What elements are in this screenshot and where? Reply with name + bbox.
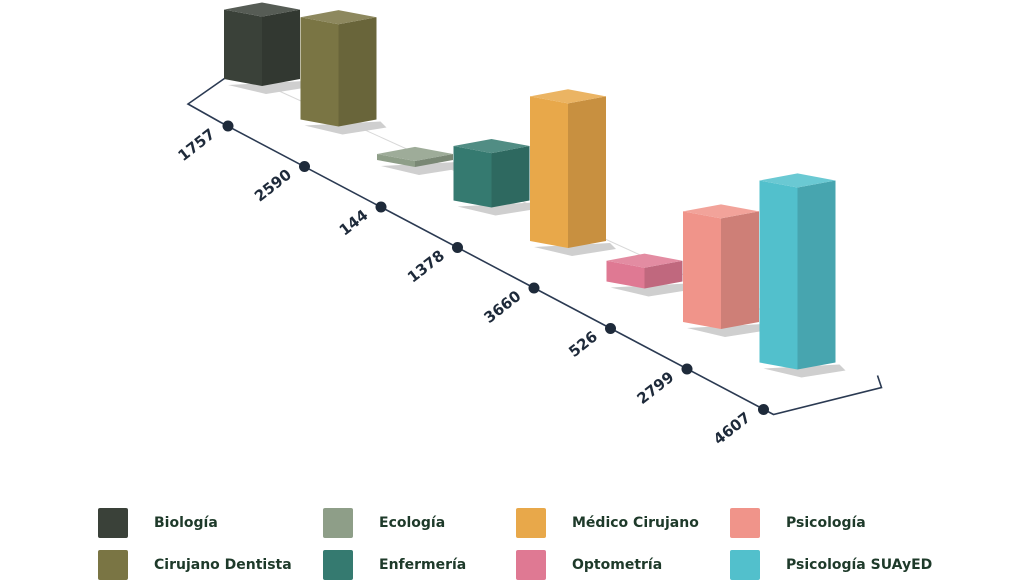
legend-swatch-enfermeria bbox=[323, 550, 353, 580]
legend-swatch-ecologia bbox=[323, 508, 353, 538]
value-label: 2799 bbox=[633, 368, 677, 408]
axis-tick-dot bbox=[605, 323, 616, 334]
legend-item-ecologia: Ecología bbox=[323, 506, 445, 540]
legend-item-enfermeria: Enfermería bbox=[323, 548, 466, 582]
value-label: 3660 bbox=[480, 287, 524, 327]
legend-label-cirujano-dentista: Cirujano Dentista bbox=[154, 557, 292, 573]
legend-item-biologia: Biología bbox=[98, 506, 218, 540]
legend-label-medico-cirujano: Médico Cirujano bbox=[572, 515, 699, 531]
legend-swatch-psicologia-suayed bbox=[730, 550, 760, 580]
legend-item-optometria: Optometría bbox=[516, 548, 662, 582]
bar-enfermer-a bbox=[453, 139, 540, 216]
chart-bars bbox=[224, 2, 846, 378]
legend-item-cirujano-dentista: Cirujano Dentista bbox=[98, 548, 292, 582]
legend-label-psicologia-suayed: Psicología SUAyED bbox=[786, 557, 933, 573]
legend-item-medico-cirujano: Médico Cirujano bbox=[516, 506, 699, 540]
axis-tick-dot bbox=[681, 363, 693, 375]
legend-label-enfermeria: Enfermería bbox=[379, 557, 467, 573]
legend-label-biologia: Biología bbox=[154, 515, 218, 531]
axis-tick-dot bbox=[452, 242, 463, 253]
bar-cirujano-dentista bbox=[300, 10, 387, 135]
axis-tick-dot bbox=[375, 201, 387, 213]
bar-m-dico-cirujano bbox=[530, 89, 616, 256]
bar-ecolog-a bbox=[377, 146, 463, 175]
value-label: 1757 bbox=[174, 125, 218, 165]
legend-label-psicologia: Psicología bbox=[786, 515, 866, 531]
value-label: 2590 bbox=[251, 165, 295, 205]
value-label: 1378 bbox=[404, 246, 448, 286]
legend-label-optometria: Optometría bbox=[572, 557, 663, 573]
axis-tick-dot bbox=[528, 282, 540, 294]
legend-label-ecologia: Ecología bbox=[379, 515, 446, 531]
legend-swatch-cirujano-dentista bbox=[98, 550, 128, 580]
legend-item-psicologia: Psicología bbox=[730, 506, 866, 540]
bar-psicolog-a bbox=[683, 204, 769, 337]
bar-optometr-a bbox=[606, 253, 693, 297]
bar-biolog-a bbox=[224, 2, 310, 94]
legend-item-psicologia-suayed: Psicología SUAyED bbox=[730, 548, 932, 582]
legend-swatch-psicologia bbox=[730, 508, 760, 538]
value-label: 4607 bbox=[710, 408, 754, 448]
legend-swatch-optometria bbox=[516, 550, 546, 580]
legend-swatch-medico-cirujano bbox=[516, 508, 546, 538]
bar-psicolog-a-suayed bbox=[759, 173, 846, 378]
axis-tick-dot bbox=[758, 404, 769, 415]
value-label: 526 bbox=[565, 327, 601, 360]
chart-legend: Biología Cirujano Dentista Ecología Enfe… bbox=[0, 500, 1024, 588]
axis-tick-dot bbox=[299, 161, 310, 172]
legend-swatch-biologia bbox=[98, 508, 128, 538]
value-label: 144 bbox=[336, 206, 372, 239]
axis-tick-dot bbox=[222, 120, 234, 132]
isometric-bar-chart: 1757 2590 144 1378 3660 526 2799 4607 bbox=[174, 2, 883, 448]
